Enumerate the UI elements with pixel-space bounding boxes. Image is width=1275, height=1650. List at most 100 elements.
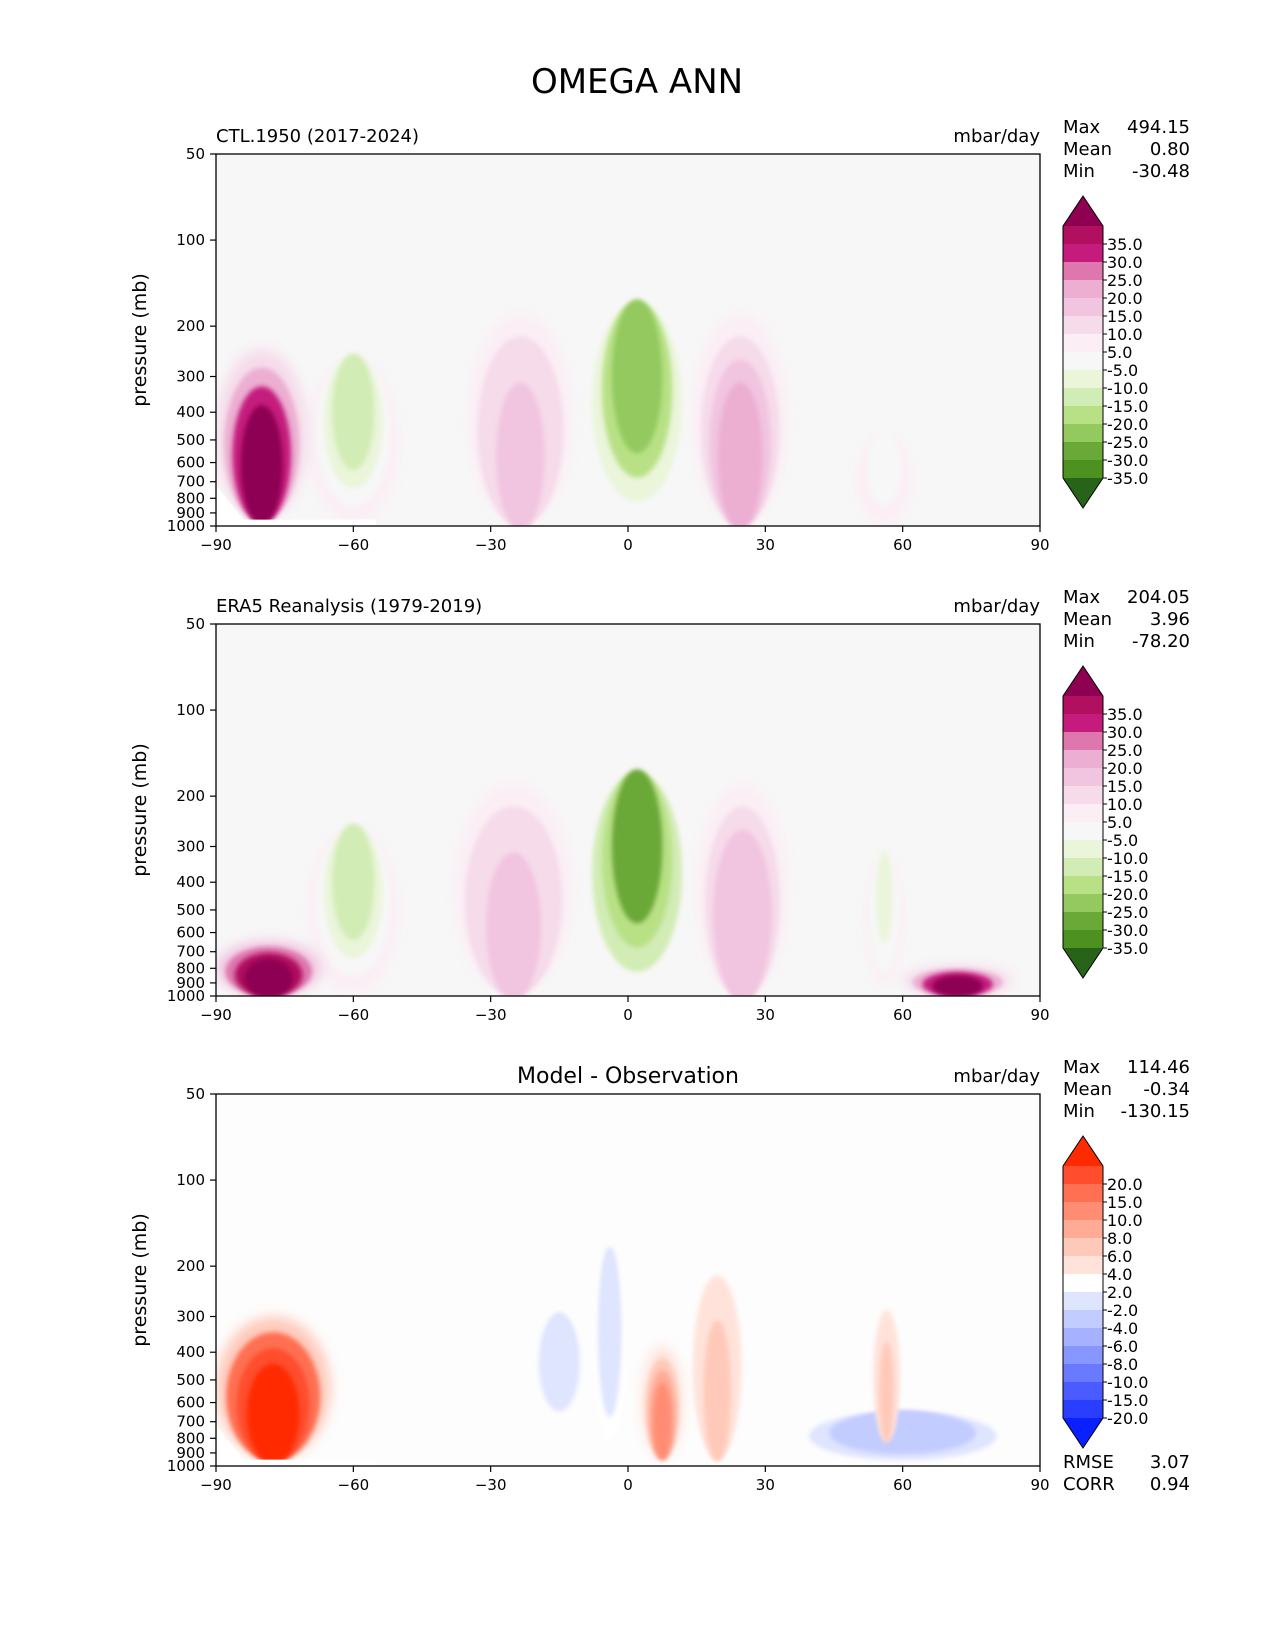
contour-downdraft-antarctic-level-4 — [240, 405, 283, 525]
colorbar-label: -10.0 — [1107, 1373, 1148, 1392]
colorbar-label: 15.0 — [1107, 1193, 1143, 1212]
stat-mean-value: -0.34 — [1143, 1079, 1190, 1100]
field-layer — [216, 1246, 997, 1466]
colorbar-band — [1063, 1292, 1103, 1311]
y-tick-label: 1000 — [167, 517, 205, 535]
contour-updraft-north-midlat-level-4 — [871, 432, 897, 496]
metric-rmse-value: 3.07 — [1150, 1452, 1190, 1473]
y-tick-label: 50 — [186, 615, 205, 633]
contour-downdraft-south-subtropics-level-4 — [496, 382, 545, 526]
y-tick-label: 800 — [176, 959, 205, 977]
colorbar-label: -15.0 — [1107, 397, 1148, 416]
stat-min-value: -78.20 — [1132, 631, 1190, 652]
contour-downdraft-south-subtropics-level-4 — [486, 852, 541, 996]
contour-updraft-south-midlat-level-4 — [332, 823, 375, 940]
x-tick-label: −30 — [475, 1006, 507, 1024]
y-tick-label: 1000 — [167, 1457, 205, 1475]
stat-mean-label: Mean — [1063, 139, 1112, 160]
colorbar-label: -8.0 — [1107, 1355, 1138, 1374]
colorbar-band — [1063, 280, 1103, 299]
stat-min-label: Min — [1063, 631, 1095, 652]
colorbar-label: 25.0 — [1107, 741, 1143, 760]
colorbar-label: 20.0 — [1107, 759, 1143, 778]
colorbar-band — [1063, 894, 1103, 913]
contour-updraft-tropics-level-4 — [611, 769, 663, 924]
panel-title: CTL.1950 (2017-2024) — [216, 126, 419, 147]
x-tick-label: 90 — [1030, 1006, 1049, 1024]
colorbar-label: -2.0 — [1107, 1301, 1138, 1320]
colorbar-label: 10.0 — [1107, 795, 1143, 814]
x-tick-label: −30 — [475, 1476, 507, 1494]
colorbar-label: 2.0 — [1107, 1283, 1132, 1302]
colorbar-extend-max — [1063, 666, 1103, 696]
colorbar-label: 20.0 — [1107, 1175, 1143, 1194]
y-tick-label: 900 — [176, 504, 205, 522]
colorbar-band — [1063, 822, 1103, 841]
y-tick-label: 200 — [176, 1257, 205, 1275]
y-tick-label: 50 — [186, 145, 205, 163]
x-tick-label: 60 — [893, 536, 912, 554]
x-tick-label: −30 — [475, 536, 507, 554]
colorbar-band — [1063, 1382, 1103, 1401]
stat-mean-value: 0.80 — [1150, 139, 1190, 160]
colorbar-band — [1063, 912, 1103, 931]
colorbar-band — [1063, 334, 1103, 353]
contour-positive-bias-north-subtropics-level-4 — [703, 1319, 731, 1462]
x-tick-label: −60 — [338, 1476, 370, 1494]
colorbar-label: -5.0 — [1107, 361, 1138, 380]
colorbar-label: -15.0 — [1107, 867, 1148, 886]
colorbar-label: 4.0 — [1107, 1265, 1132, 1284]
contour-downdraft-north-subtropics-level-4 — [721, 853, 764, 996]
x-tick-label: 90 — [1030, 536, 1049, 554]
y-tick-label: 800 — [176, 489, 205, 507]
y-tick-label: 800 — [176, 1429, 205, 1447]
stat-min-label: Min — [1063, 161, 1095, 182]
colorbar-label: -30.0 — [1107, 921, 1148, 940]
x-tick-label: 0 — [623, 536, 633, 554]
colorbar-band — [1063, 424, 1103, 443]
colorbar-band — [1063, 750, 1103, 769]
colorbar-label: -10.0 — [1107, 849, 1148, 868]
x-tick-label: −90 — [200, 536, 232, 554]
colorbar-band — [1063, 840, 1103, 859]
units-label: mbar/day — [953, 596, 1040, 617]
colorbar-label: 25.0 — [1107, 271, 1143, 290]
colorbar-band — [1063, 262, 1103, 281]
stat-max-value: 494.15 — [1127, 117, 1190, 138]
units-label: mbar/day — [953, 126, 1040, 147]
y-tick-label: 700 — [176, 943, 205, 961]
panel-title: ERA5 Reanalysis (1979-2019) — [216, 596, 482, 617]
y-tick-label: 500 — [176, 1371, 205, 1389]
stat-max-label: Max — [1063, 587, 1101, 608]
colorbar-extend-max — [1063, 196, 1103, 226]
colorbar-label: 5.0 — [1107, 343, 1132, 362]
colorbar-label: -30.0 — [1107, 451, 1148, 470]
colorbar-band — [1063, 1274, 1103, 1293]
colorbar-band — [1063, 442, 1103, 461]
y-tick-label: 200 — [176, 787, 205, 805]
colorbar-extend-min — [1063, 1418, 1103, 1448]
colorbar-label: -20.0 — [1107, 885, 1148, 904]
stat-mean-label: Mean — [1063, 609, 1112, 630]
stat-mean-label: Mean — [1063, 1079, 1112, 1100]
x-tick-label: 60 — [893, 1006, 912, 1024]
colorbar-band — [1063, 406, 1103, 425]
colorbar-band — [1063, 1256, 1103, 1275]
contour-negative-bias-arctic-level-4 — [850, 1410, 956, 1449]
y-tick-label: 1000 — [167, 987, 205, 1005]
colorbar-label: -15.0 — [1107, 1391, 1148, 1410]
x-tick-label: −60 — [338, 1006, 370, 1024]
metric-rmse-label: RMSE — [1063, 1452, 1114, 1473]
colorbar-band — [1063, 1184, 1103, 1203]
units-label: mbar/day — [953, 1066, 1040, 1087]
y-tick-label: 500 — [176, 901, 205, 919]
y-tick-label: 300 — [176, 837, 205, 855]
colorbar-band — [1063, 316, 1103, 335]
colorbar-label: 15.0 — [1107, 307, 1143, 326]
colorbar: 35.030.025.020.015.010.05.0-5.0-10.0-15.… — [1062, 665, 1148, 979]
y-tick-label: 400 — [176, 403, 205, 421]
contour-updraft-tropics-level-4 — [611, 299, 663, 454]
y-axis-label: pressure (mb) — [129, 743, 151, 877]
